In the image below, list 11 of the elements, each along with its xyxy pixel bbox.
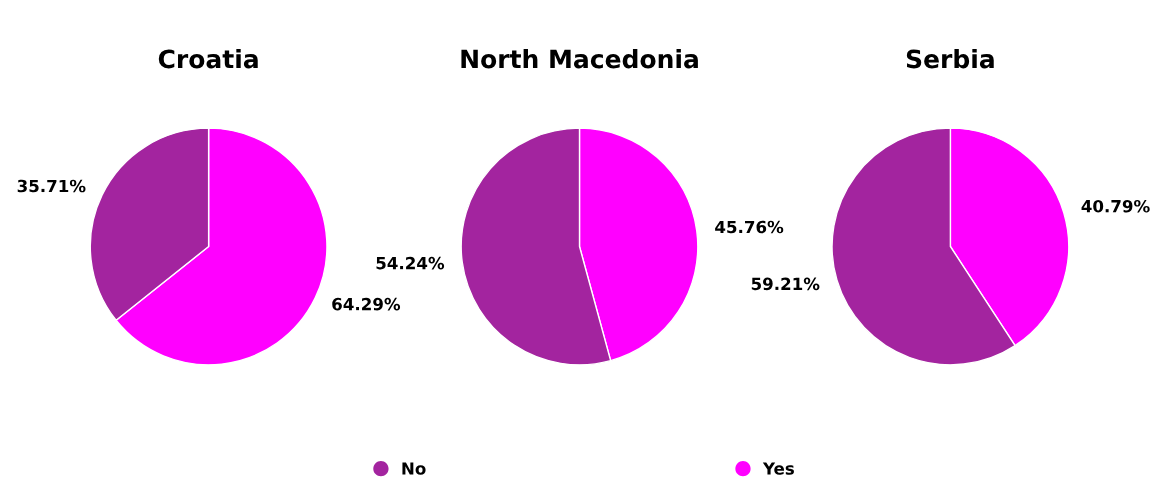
- data-label: 40.79%: [1081, 199, 1150, 213]
- legend-label: Yes: [762, 462, 794, 475]
- data-label: 54.24%: [376, 256, 445, 270]
- data-label: 35.71%: [17, 179, 86, 193]
- data-label: 45.76%: [715, 220, 784, 234]
- chart-title: Croatia: [158, 49, 258, 69]
- chart-title: Serbia: [906, 49, 994, 69]
- data-label: 59.21%: [751, 277, 820, 291]
- chart-title: North Macedonia: [461, 49, 698, 69]
- data-label: 64.29%: [332, 297, 401, 311]
- legend-label: No: [402, 462, 426, 475]
